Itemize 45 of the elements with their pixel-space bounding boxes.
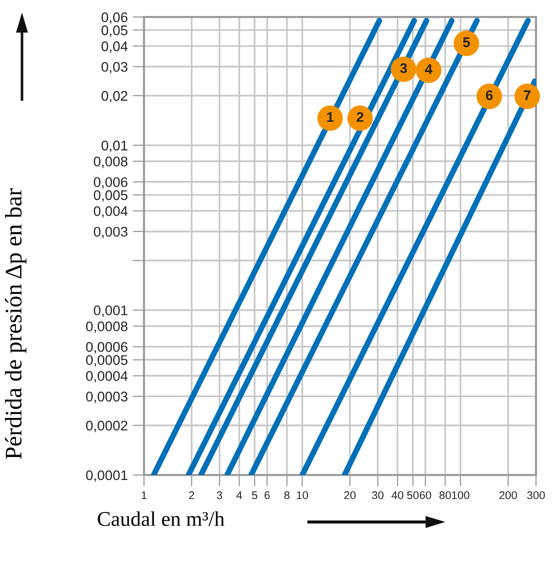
x-tick-label: 60: [420, 491, 432, 500]
annotation: 5: [462, 37, 470, 48]
x-tick-label: 80: [439, 491, 451, 500]
annotation: 1: [327, 112, 334, 122]
y-tick-label: 0,001: [94, 305, 128, 317]
y-tick-label: 0,05: [102, 25, 128, 37]
y-tick-label: 0,0003: [86, 392, 128, 404]
y-tick-label: 0,02: [102, 90, 128, 102]
y-tick-label: 0,003: [94, 226, 128, 238]
x-tick-label: 30: [372, 491, 384, 500]
y-tick-label: 0,004: [94, 206, 128, 218]
annotation: 6: [486, 90, 493, 100]
annotation: 7: [524, 90, 530, 100]
y-tick-label: 0,006: [94, 177, 128, 189]
y-tick-label: 0,005: [94, 190, 128, 202]
x-tick-label: 1: [142, 491, 147, 500]
x-tick-label: 2: [189, 491, 194, 500]
y-tick-label: 0,0006: [86, 342, 128, 354]
y-tick-label: 0,0005: [86, 355, 128, 367]
y-tick-label: 0,008: [94, 156, 128, 168]
y-tick-label: 0,0004: [86, 371, 128, 383]
y-tick-label: 0,0001: [86, 470, 128, 482]
x-tick-label: 200: [499, 491, 517, 500]
annotation: 4: [424, 64, 432, 74]
x-tick-label: 50: [407, 491, 419, 500]
x-tick-label: 4: [236, 491, 242, 500]
x-tick-label: 3: [216, 491, 222, 500]
y-axis-title: Pérdida de presión Δp en bar: [4, 188, 26, 459]
x-tick-label: 40: [392, 491, 404, 500]
x-tick-label: 6: [264, 491, 270, 500]
y-tick-label: 0,06: [102, 12, 128, 24]
y-tick-label: 0,0008: [86, 321, 128, 333]
x-axis-title: Caudal en m³/h: [98, 511, 224, 526]
x-tick-label: 5: [252, 491, 258, 500]
y-tick-label: 0,03: [102, 62, 128, 74]
x-tick-label: 100: [452, 491, 470, 500]
annotation: 2: [356, 112, 364, 122]
y-tick-label: 0,04: [102, 41, 128, 53]
x-tick-label: 8: [284, 491, 290, 500]
annotation: 3: [400, 63, 407, 74]
x-tick-label: 20: [344, 491, 356, 500]
y-tick-label: 0,01: [102, 140, 128, 152]
x-tick-label: 300: [527, 491, 545, 500]
x-tick-label: 10: [296, 491, 308, 500]
y-tick-label: 0,0002: [86, 420, 128, 432]
